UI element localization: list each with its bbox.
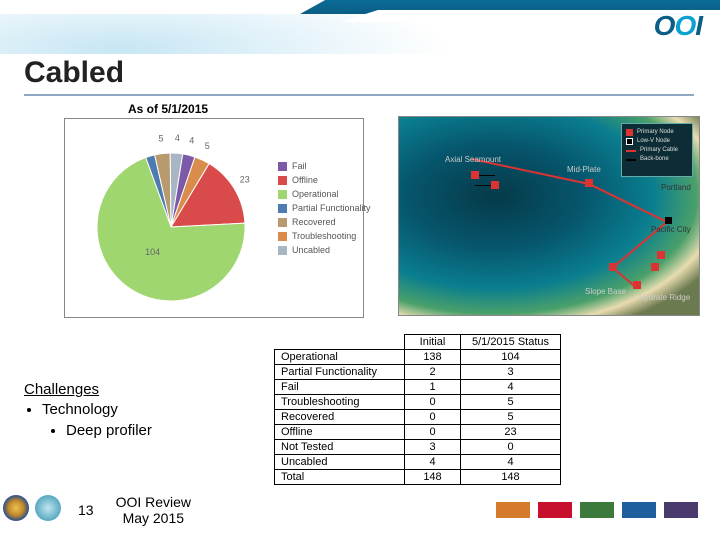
challenges-heading: Challenges	[24, 380, 152, 400]
svg-text:5: 5	[205, 141, 210, 151]
map-label: Hydrate Ridge	[639, 293, 690, 302]
cabled-array-map: Primary Node Low-V Node Primary Cable Ba…	[398, 116, 700, 316]
footer-center: OOI ReviewMay 2015	[116, 494, 191, 526]
map-legend: Primary Node Low-V Node Primary Cable Ba…	[621, 123, 693, 177]
asof-label: As of 5/1/2015	[128, 102, 208, 116]
challenge-subitem: Deep profiler	[66, 421, 152, 441]
map-label: Axial Seamount	[445, 155, 501, 164]
page-number: 13	[78, 502, 94, 518]
map-node	[585, 179, 593, 187]
map-node	[633, 281, 641, 289]
map-label: Portland	[661, 183, 691, 192]
title-rule	[24, 94, 694, 96]
footer-right-logos	[496, 502, 698, 518]
map-node	[651, 263, 659, 271]
svg-text:5: 5	[158, 134, 163, 144]
top-banner: OOI	[0, 0, 720, 58]
map-node	[471, 171, 479, 179]
footer: 13 OOI ReviewMay 2015	[0, 488, 720, 532]
svg-text:4: 4	[189, 136, 194, 146]
status-table: Initial5/1/2015 StatusOperational138104P…	[274, 334, 561, 485]
map-node	[491, 181, 499, 189]
map-node	[665, 217, 672, 224]
challenge-item: Technology Deep profiler	[42, 400, 152, 441]
svg-text:104: 104	[145, 247, 160, 257]
map-node	[657, 251, 665, 259]
map-label: Pacific City	[651, 225, 691, 234]
svg-text:23: 23	[240, 175, 250, 185]
svg-text:4: 4	[175, 133, 180, 143]
map-label: Slope Base	[585, 287, 626, 296]
page-title: Cabled	[24, 56, 124, 90]
map-node	[609, 263, 617, 271]
map-label: Mid-Plate	[567, 165, 601, 174]
pie-legend: FailOfflineOperationalPartial Functional…	[278, 160, 371, 258]
challenges-block: Challenges Technology Deep profiler	[24, 380, 152, 441]
ooi-logo: OOI	[654, 10, 702, 42]
